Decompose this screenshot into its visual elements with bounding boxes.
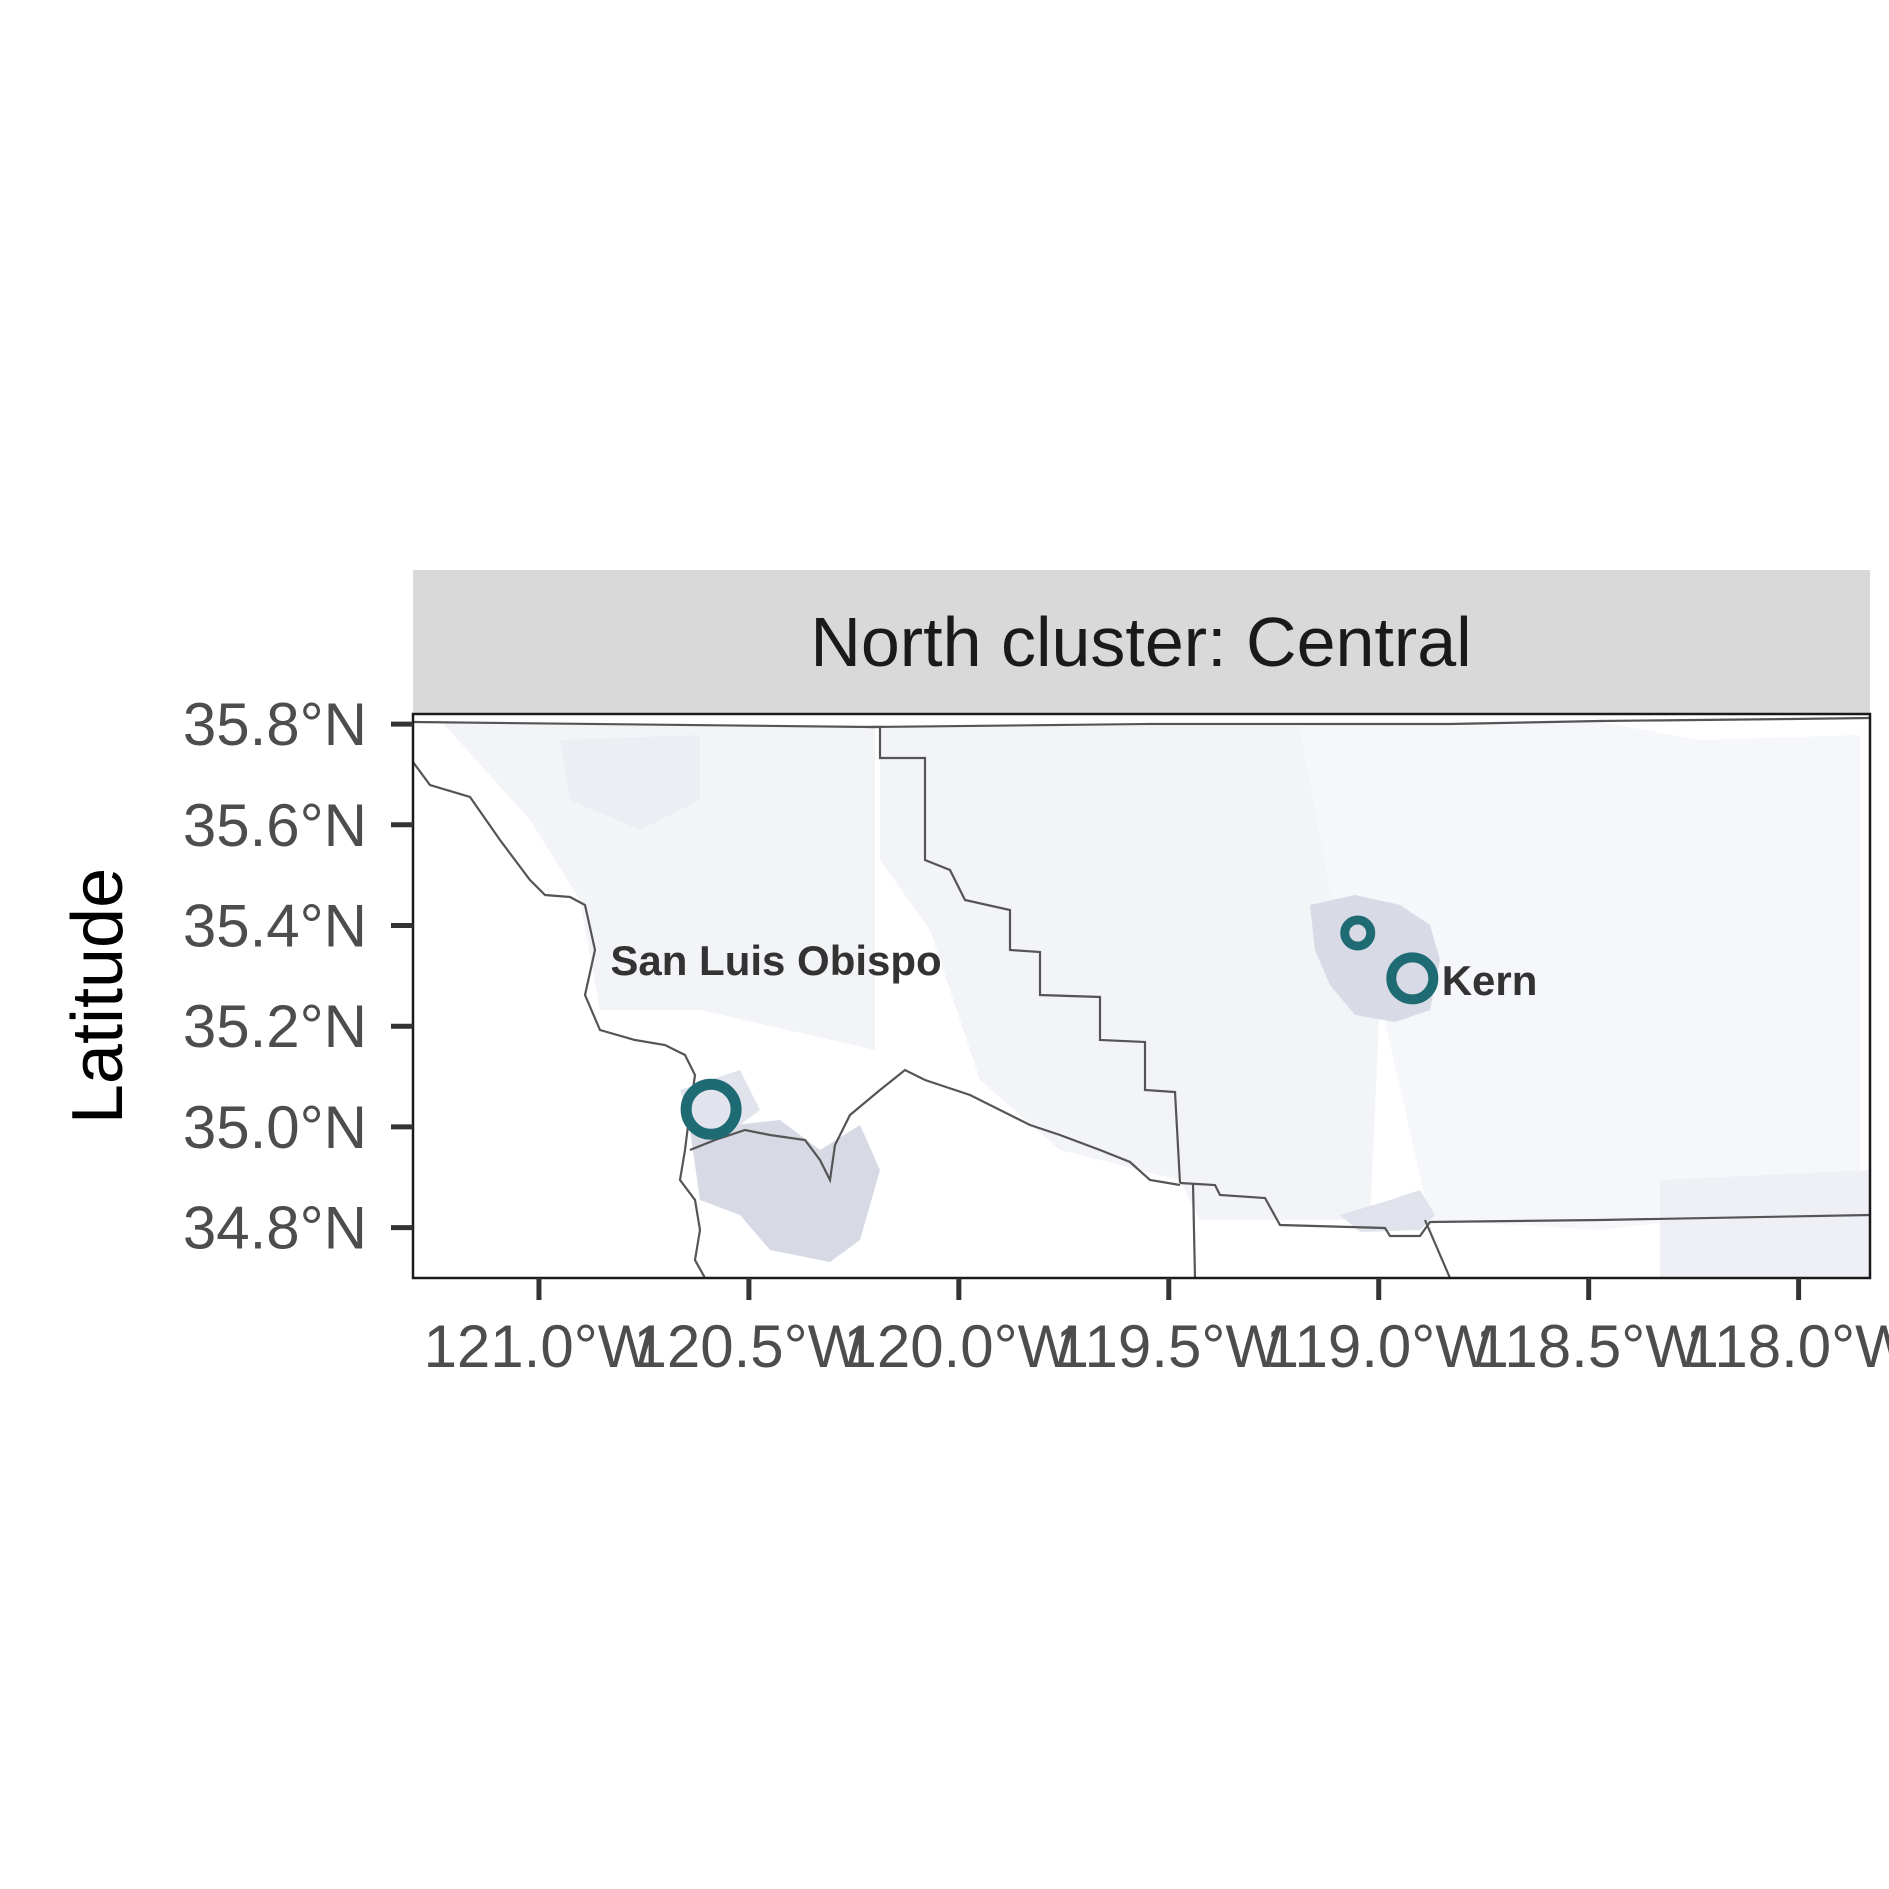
x-tick-label: 120.5°W [634, 1313, 865, 1380]
shade-slo-upper [560, 735, 700, 830]
shade-kern-south [1340, 1190, 1435, 1232]
y-axis: 35.8°N 35.6°N 35.4°N 35.2°N 35.0°N 34.8°N [183, 691, 413, 1262]
shade-kern-east [1300, 722, 1860, 1230]
county-label: Kern [1442, 957, 1538, 1004]
x-tick-label: 119.5°W [1056, 1313, 1283, 1380]
south-vertical-boundary [1191, 1182, 1197, 1278]
city-marker-large [680, 1078, 742, 1140]
marker-layer [680, 915, 1439, 1140]
city-marker-small [1340, 915, 1376, 951]
facet-title: North cluster: Central [810, 603, 1471, 681]
facet-strip [413, 570, 1870, 714]
y-tick-label: 34.8°N [183, 1195, 367, 1262]
panel-border [411, 712, 1872, 1280]
slo-kern-boundary [870, 725, 1182, 1184]
y-tick-label: 35.4°N [183, 893, 367, 960]
shade-kern-west [880, 726, 1380, 1220]
city-marker-medium [1386, 952, 1439, 1005]
choropleth-layer [430, 720, 1870, 1278]
y-axis-title: Latitude [58, 868, 138, 1124]
y-tick-label: 35.8°N [183, 691, 367, 758]
y-tick-label: 35.6°N [183, 792, 367, 859]
x-tick-label: 118.5°W [1476, 1313, 1703, 1380]
southern-boundary [1179, 1181, 1870, 1238]
y-tick-label: 35.0°N [183, 1094, 367, 1161]
x-tick-label: 121.0°W [424, 1313, 655, 1380]
coastline [413, 761, 706, 1278]
county-label: San Luis Obispo [610, 937, 941, 984]
x-tick-label: 120.0°W [843, 1313, 1074, 1380]
x-axis: 121.0°W120.5°W120.0°W119.5°W119.0°W118.5… [424, 1278, 1889, 1380]
y-tick-label: 35.2°N [183, 993, 367, 1060]
map-panel: San Luis Obispo Kern [413, 714, 1870, 1278]
county-borders [413, 716, 1870, 1278]
x-tick-label: 118.0°W [1685, 1313, 1889, 1380]
shade-slo-north [430, 720, 875, 1050]
santa-maria-river [689, 1068, 1181, 1187]
shade-southeast [1660, 1170, 1870, 1278]
county-label-layer: San Luis Obispo Kern [610, 937, 1537, 1004]
kern-la-boundary [1423, 1219, 1452, 1278]
x-tick-label: 119.0°W [1266, 1313, 1493, 1380]
